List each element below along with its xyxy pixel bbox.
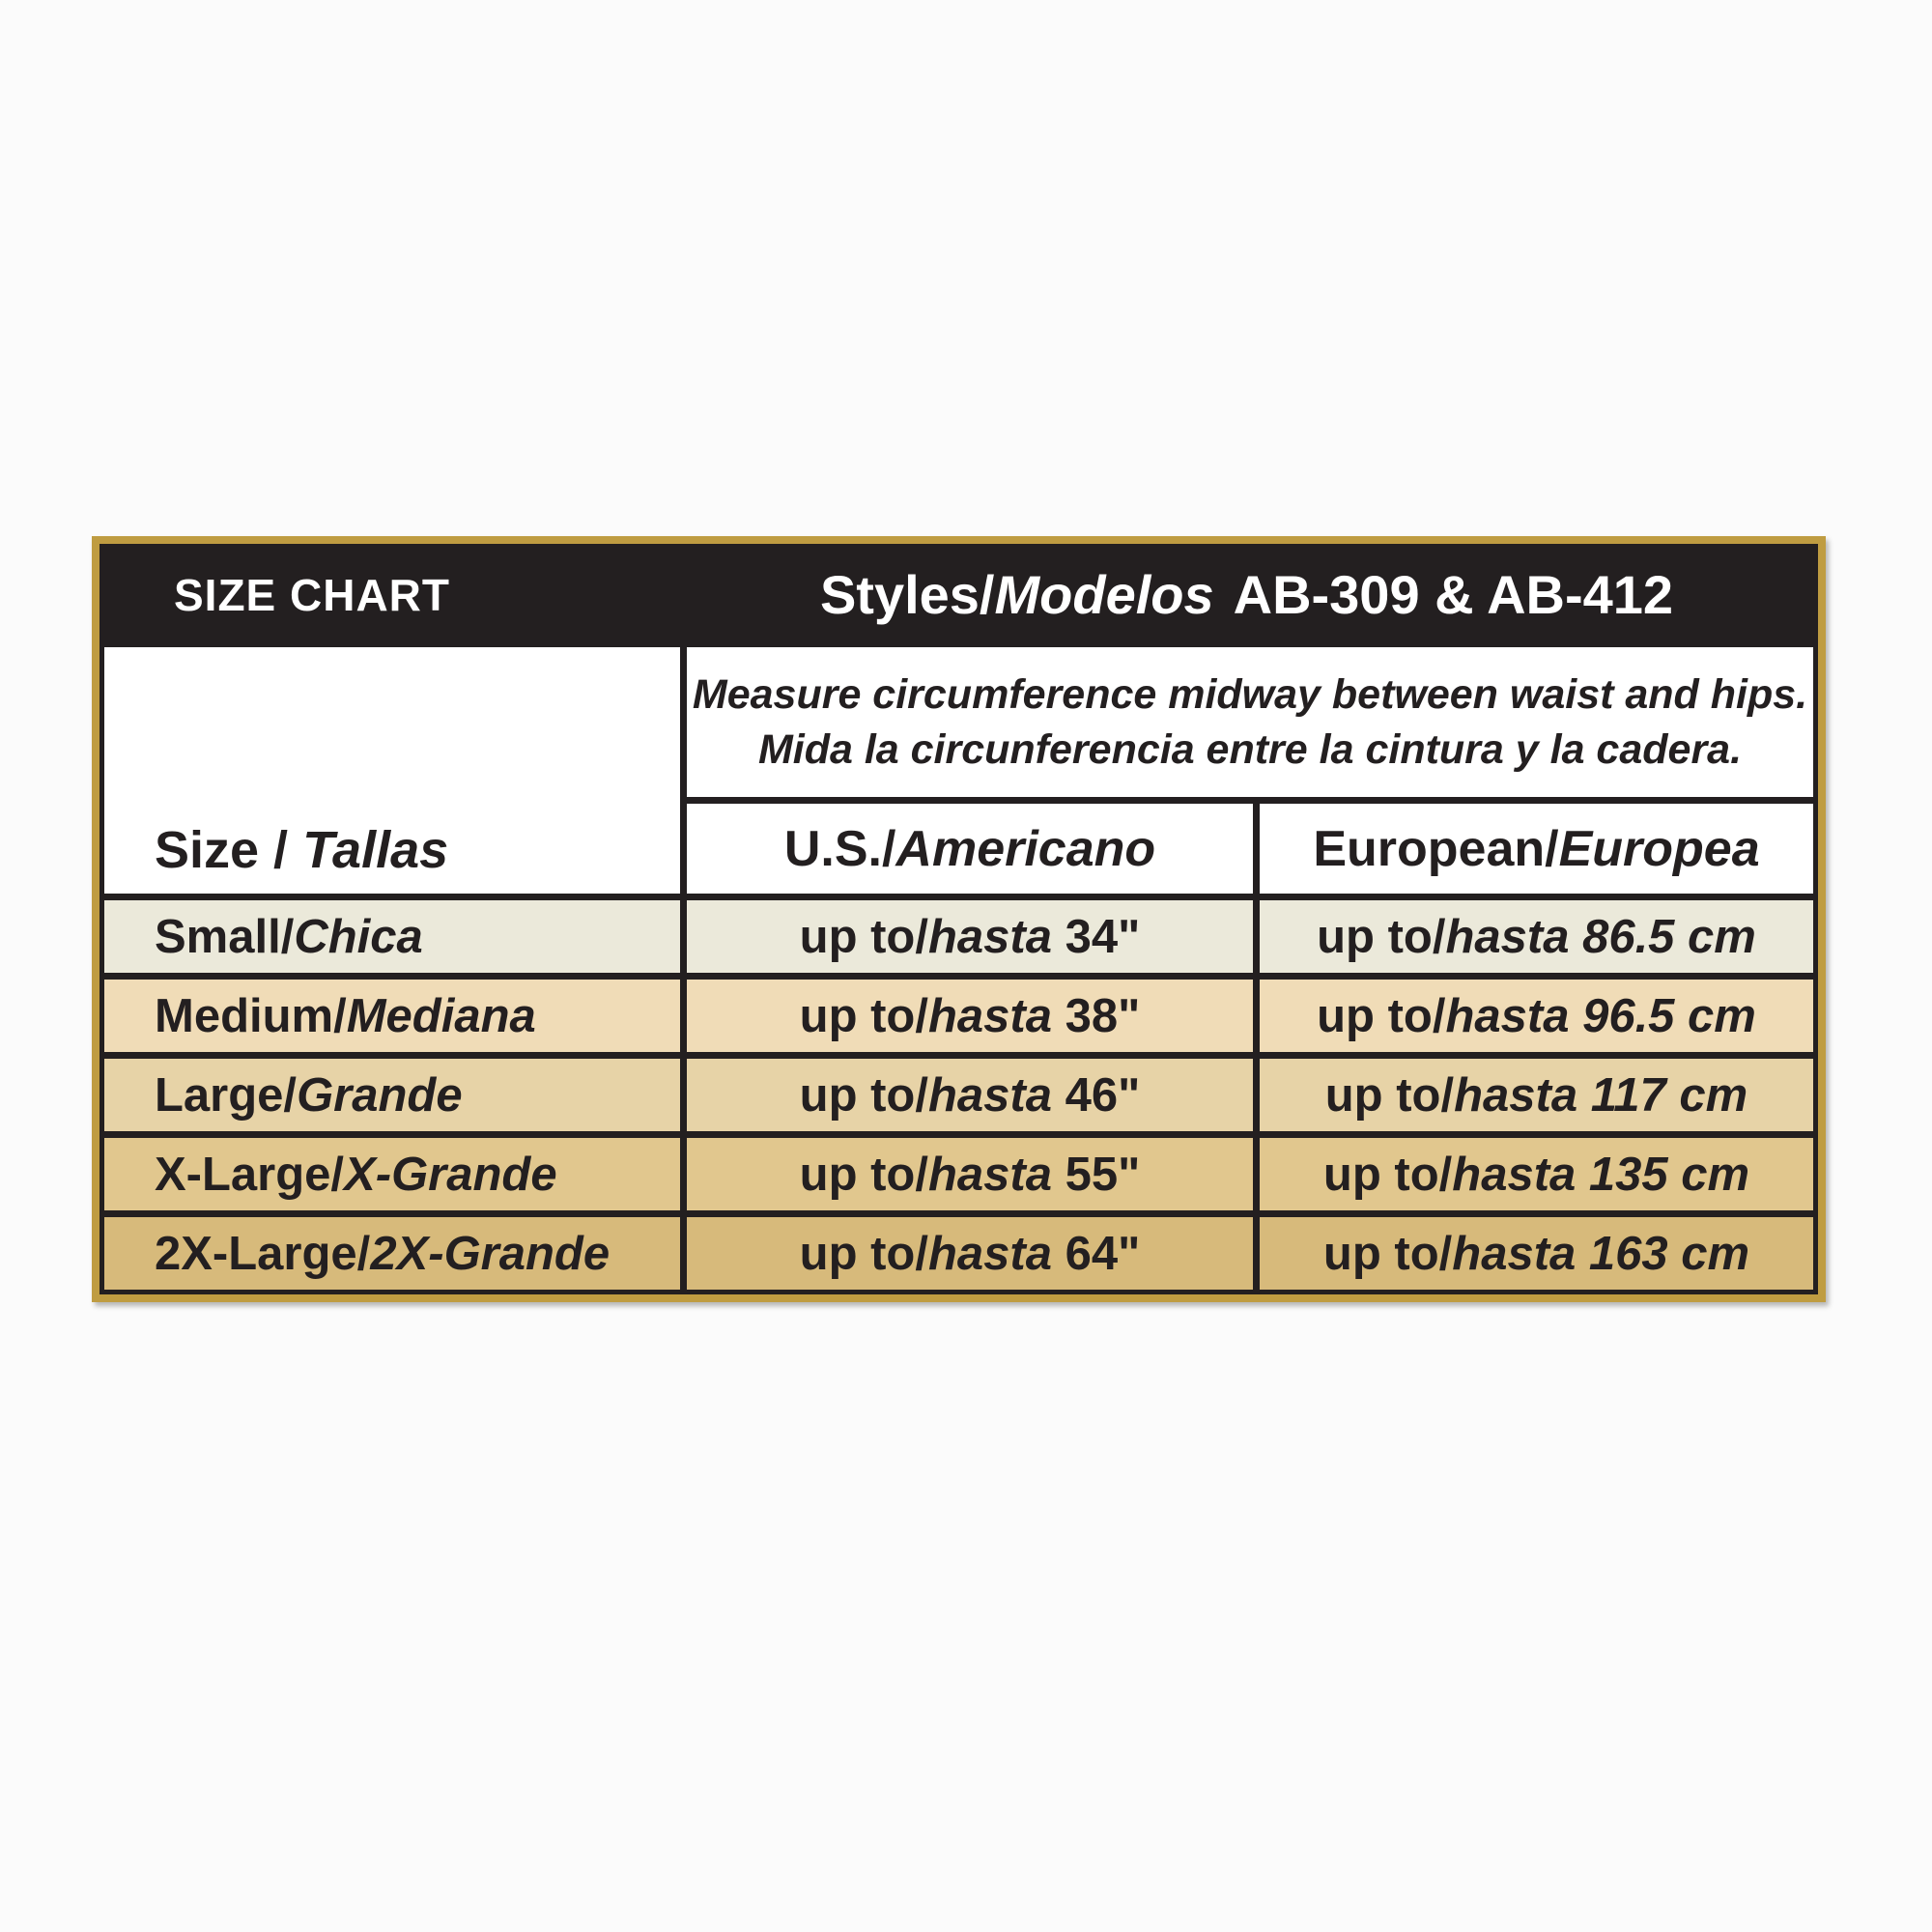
us-value-hasta: hasta	[927, 1227, 1052, 1280]
row-label-en: X-Large/	[155, 1148, 345, 1201]
european-column-header: European/Europea	[1260, 804, 1813, 894]
us-value-prefix: up to/	[799, 910, 928, 963]
size-chart-title: SIZE CHART	[174, 569, 450, 620]
row-label-en: Small/	[155, 910, 295, 963]
eu-value-prefix: up to/	[1322, 1148, 1453, 1201]
size-chart-table: SIZE CHART Styles/Modelos AB-309 & AB-412…	[92, 536, 1826, 1302]
styles-label: Styles/	[819, 564, 995, 625]
table-row-large-size: Large/Grande	[104, 1059, 680, 1131]
styles-label-spanish: Modelos	[994, 564, 1214, 625]
eu-value-prefix: up to/	[1317, 989, 1446, 1042]
table-row-large-us: up to/hasta 46"	[687, 1059, 1253, 1131]
size-label-en: Size /	[155, 821, 303, 879]
row-label-es: 2X-Grande	[370, 1227, 611, 1280]
table-row-2xlarge-us: up to/hasta 64"	[687, 1217, 1253, 1290]
instruction-line-spanish: Mida la circunferencia entre la cintura …	[757, 725, 1743, 773]
eu-value-number: hasta 135 cm	[1452, 1148, 1750, 1201]
table-row-xlarge-size: X-Large/X-Grande	[104, 1138, 680, 1210]
row-label-en: Medium/	[155, 989, 347, 1042]
eu-value-number: hasta 163 cm	[1452, 1227, 1750, 1280]
row-label-es: Mediana	[346, 989, 536, 1042]
style-codes: AB-309 & AB-412	[1233, 564, 1674, 625]
table-row-small-size: Small/Chica	[104, 900, 680, 973]
row-label-es: Chica	[294, 910, 423, 963]
table-row-medium-us: up to/hasta 38"	[687, 980, 1253, 1052]
us-value-hasta: hasta	[927, 989, 1052, 1042]
size-label: Size / Tallas	[155, 820, 448, 880]
table-row-xlarge-eu: up to/hasta 135 cm	[1260, 1138, 1813, 1210]
eu-value-number: hasta 86.5 cm	[1445, 910, 1756, 963]
us-value-hasta: hasta	[927, 1148, 1052, 1201]
table-row-large-eu: up to/hasta 117 cm	[1260, 1059, 1813, 1131]
eu-value-prefix: up to/	[1324, 1068, 1455, 1122]
eu-label-en: European/	[1313, 820, 1559, 877]
table-row-small-us: up to/hasta 34"	[687, 900, 1253, 973]
us-value-prefix: up to/	[799, 1068, 928, 1122]
size-chart-grid: SIZE CHART Styles/Modelos AB-309 & AB-412…	[104, 549, 1813, 1290]
eu-value-number: hasta 117 cm	[1454, 1068, 1748, 1122]
us-value-number: 55"	[1052, 1148, 1141, 1201]
styles-title: Styles/Modelos AB-309 & AB-412	[680, 563, 1813, 626]
us-label-en: U.S./	[783, 820, 896, 877]
table-row-2xlarge-eu: up to/hasta 163 cm	[1260, 1217, 1813, 1290]
us-value-prefix: up to/	[799, 1148, 928, 1201]
us-label-es: Americano	[895, 820, 1156, 877]
size-column-header: Size / Tallas	[104, 647, 680, 894]
table-header-bar: SIZE CHART Styles/Modelos AB-309 & AB-412	[104, 549, 1813, 640]
us-value-number: 64"	[1052, 1227, 1141, 1280]
eu-value-number: hasta 96.5 cm	[1445, 989, 1756, 1042]
us-value-number: 34"	[1052, 910, 1141, 963]
eu-value-prefix: up to/	[1322, 1227, 1453, 1280]
eu-label-es: Europea	[1558, 820, 1760, 877]
row-label-en: Large/	[155, 1068, 298, 1122]
row-label-es: Grande	[297, 1068, 463, 1122]
us-value-hasta: hasta	[927, 910, 1052, 963]
instruction-line-english: Measure circumference midway between wai…	[692, 670, 1808, 718]
table-row-small-eu: up to/hasta 86.5 cm	[1260, 900, 1813, 973]
size-label-es: Tallas	[302, 821, 449, 879]
us-value-prefix: up to/	[799, 1227, 928, 1280]
us-value-number: 38"	[1052, 989, 1141, 1042]
measurement-instructions: Measure circumference midway between wai…	[687, 647, 1813, 797]
us-value-prefix: up to/	[799, 989, 928, 1042]
us-column-header: U.S./Americano	[687, 804, 1253, 894]
table-row-xlarge-us: up to/hasta 55"	[687, 1138, 1253, 1210]
row-label-es: X-Grande	[344, 1148, 557, 1201]
table-row-2xlarge-size: 2X-Large/2X-Grande	[104, 1217, 680, 1290]
row-label-en: 2X-Large/	[155, 1227, 371, 1280]
eu-value-prefix: up to/	[1317, 910, 1446, 963]
table-row-medium-eu: up to/hasta 96.5 cm	[1260, 980, 1813, 1052]
us-value-number: 46"	[1052, 1068, 1141, 1122]
table-row-medium-size: Medium/Mediana	[104, 980, 680, 1052]
us-value-hasta: hasta	[927, 1068, 1052, 1122]
